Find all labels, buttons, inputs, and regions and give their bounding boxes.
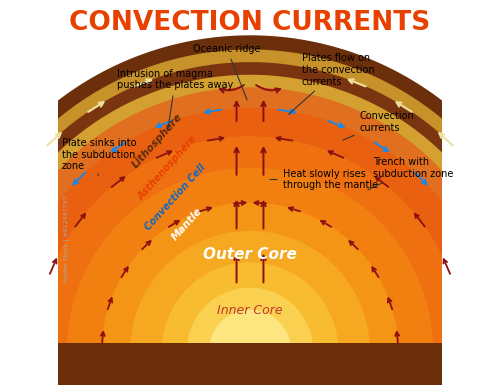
Polygon shape	[187, 288, 313, 351]
Text: Lithosphere: Lithosphere	[130, 112, 184, 170]
Polygon shape	[102, 203, 398, 351]
Bar	[0, 343, 500, 353]
Polygon shape	[67, 168, 433, 351]
Polygon shape	[0, 35, 500, 351]
Text: Asthenosphere: Asthenosphere	[136, 134, 199, 202]
Polygon shape	[209, 310, 291, 351]
Text: Plates flow on
the convection
currents: Plates flow on the convection currents	[288, 53, 374, 114]
Polygon shape	[0, 75, 500, 351]
Polygon shape	[162, 262, 338, 351]
Polygon shape	[7, 108, 493, 351]
Text: CONVECTION CURRENTS: CONVECTION CURRENTS	[70, 10, 430, 36]
Polygon shape	[130, 231, 370, 351]
Text: Inner Core: Inner Core	[217, 304, 283, 317]
Text: Trench with
subduction zone: Trench with subduction zone	[368, 157, 454, 190]
Text: Mantle: Mantle	[170, 205, 203, 242]
Text: Intrusion of magma
pushes the plates away: Intrusion of magma pushes the plates awa…	[118, 69, 234, 130]
Bar	[0, 347, 500, 385]
Text: Plate sinks into
the subduction
zone: Plate sinks into the subduction zone	[62, 138, 136, 176]
Text: Convection
currents: Convection currents	[343, 111, 414, 140]
Text: Outer Core: Outer Core	[203, 247, 297, 262]
Text: Adobe Stock | #812447797: Adobe Stock | #812447797	[64, 196, 69, 283]
Polygon shape	[0, 49, 500, 351]
Text: Oceanic ridge: Oceanic ridge	[193, 44, 260, 100]
Text: Heat slowly rises
through the mantle: Heat slowly rises through the mantle	[270, 169, 378, 190]
Polygon shape	[36, 136, 465, 351]
Text: Convection Cell: Convection Cell	[143, 162, 207, 232]
Polygon shape	[0, 87, 500, 351]
Polygon shape	[0, 62, 500, 351]
